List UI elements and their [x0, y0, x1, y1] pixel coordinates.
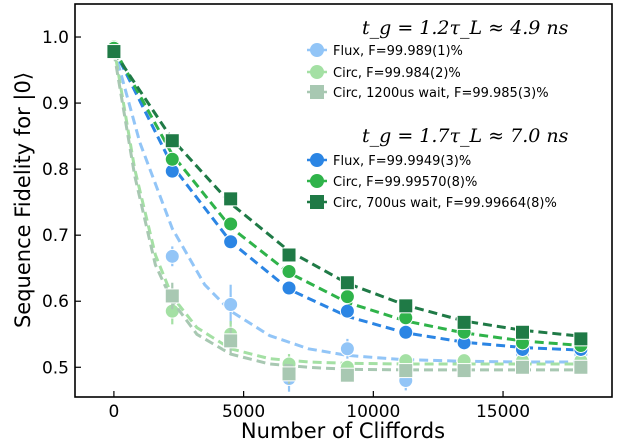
legend: t_g = 1.2τ_L ≈ 4.9 ns Flux, F=99.989(1)% C…	[307, 17, 569, 211]
legend-label: Circ, 700us wait, F=99.99664(8)%	[333, 196, 557, 211]
data-point	[223, 234, 239, 250]
legend-label: Circ, 1200us wait, F=99.985(3)%	[333, 86, 549, 101]
y-axis-label: Sequence Fidelity for |0⟩	[11, 72, 36, 328]
data-point	[398, 298, 414, 314]
data-point	[573, 331, 589, 347]
data-point	[339, 367, 355, 383]
x-tick-label: 0	[108, 402, 119, 422]
fit-line	[112, 46, 581, 366]
data-point	[223, 216, 239, 232]
fit-line	[112, 50, 582, 338]
y-tick-label: 1.0	[42, 28, 69, 48]
fit-line	[112, 51, 581, 372]
data-point	[339, 341, 355, 357]
legend-label: Circ, F=99.99570(8)%	[333, 175, 477, 190]
legend-title: t_g = 1.2τ_L ≈ 4.9 ns	[362, 17, 569, 39]
x-axis-label: Number of Cliffords	[241, 419, 445, 443]
data-point	[223, 297, 239, 313]
data-point	[223, 333, 239, 349]
data-point	[339, 289, 355, 305]
data-point	[398, 363, 414, 379]
data-point	[281, 264, 297, 280]
data-point	[164, 248, 180, 264]
legend-marker	[310, 65, 324, 79]
legend-marker	[310, 85, 324, 99]
data-point	[164, 288, 180, 304]
y-tick-label: 0.5	[42, 358, 69, 378]
x-tick-label: 15000	[476, 402, 530, 422]
data-point	[339, 275, 355, 291]
legend-marker	[310, 195, 324, 209]
x-tick-label: 10000	[346, 402, 400, 422]
legend-marker	[310, 43, 324, 57]
y-tick-label: 0.7	[42, 226, 69, 246]
data-point	[573, 359, 589, 375]
data-point	[398, 324, 414, 340]
y-tick-label: 0.9	[42, 94, 69, 114]
data-point	[223, 191, 239, 207]
data-point	[281, 247, 297, 263]
x-tick-label: 5000	[222, 402, 265, 422]
data-point	[164, 133, 180, 149]
data-point	[515, 359, 530, 375]
axis-ticks: 0 5000 10000 15000 0.5 0.6 0.7 0.8 0.9 1.0	[42, 28, 530, 422]
legend-marker	[310, 174, 324, 188]
legend-label: Flux, F=99.989(1)%	[333, 44, 463, 59]
legend-title: t_g = 1.7τ_L ≈ 7.0 ns	[362, 125, 569, 147]
legend-marker	[310, 153, 324, 167]
data-point	[281, 366, 297, 382]
y-tick-label: 0.8	[42, 160, 69, 180]
fit-line	[112, 47, 581, 364]
data-point	[515, 324, 530, 340]
series-layer	[106, 39, 589, 392]
data-point	[106, 44, 122, 60]
data-point	[281, 280, 297, 296]
legend-label: Flux, F=99.9949(3)%	[333, 154, 471, 169]
plot-frame	[74, 3, 613, 398]
y-tick-label: 0.6	[42, 292, 69, 312]
data-point	[339, 303, 355, 319]
data-point	[164, 151, 180, 167]
data-point	[456, 314, 472, 330]
data-point	[456, 363, 472, 379]
legend-label: Circ, F=99.984(2)%	[333, 66, 461, 81]
series	[106, 44, 589, 347]
